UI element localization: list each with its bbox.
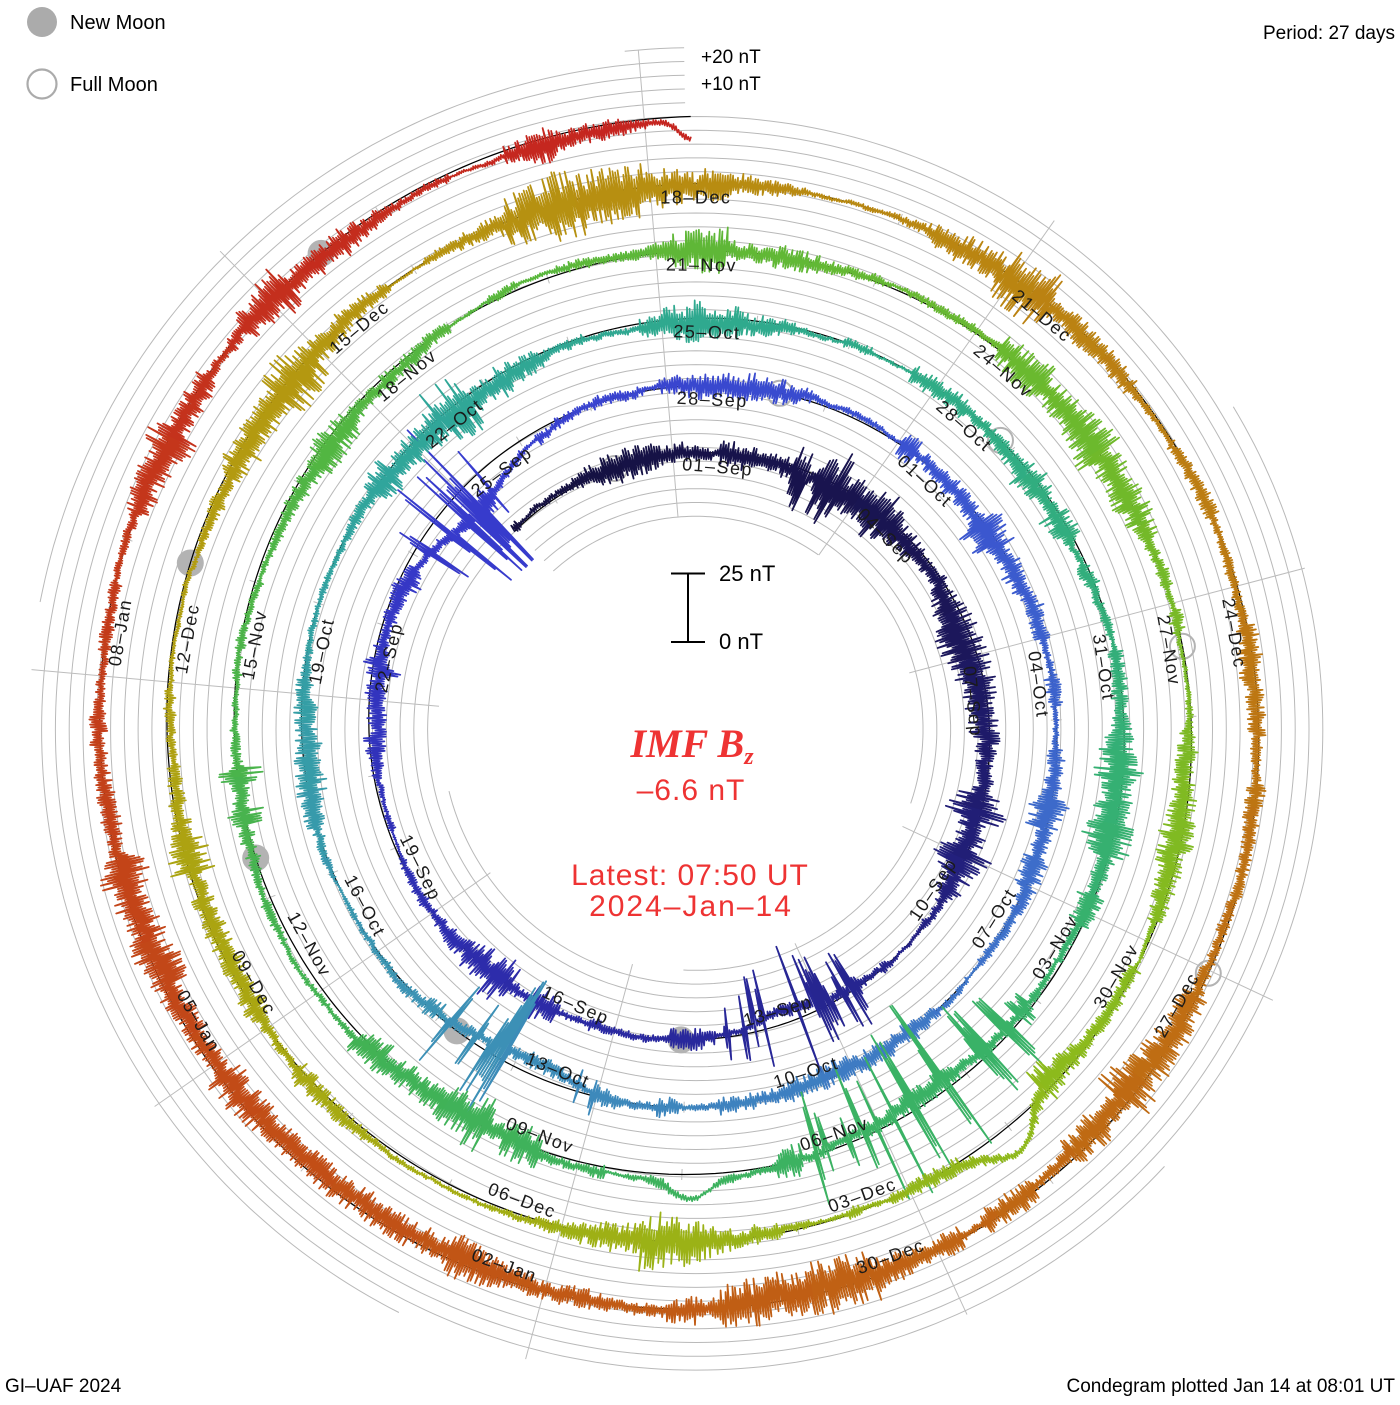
svg-text:0 nT: 0 nT bbox=[719, 629, 763, 654]
svg-text:18–Dec: 18–Dec bbox=[660, 188, 731, 208]
svg-text:GI–UAF 2024: GI–UAF 2024 bbox=[5, 1376, 122, 1397]
svg-text:+20 nT: +20 nT bbox=[701, 47, 761, 68]
svg-text:28–Sep: 28–Sep bbox=[676, 388, 748, 411]
svg-text:25 nT: 25 nT bbox=[719, 561, 775, 586]
svg-text:Full Moon: Full Moon bbox=[70, 74, 158, 96]
svg-text:Condegram plotted Jan 14 at 08: Condegram plotted Jan 14 at 08:01 UT bbox=[1067, 1376, 1396, 1397]
svg-text:–6.6 nT: –6.6 nT bbox=[637, 774, 746, 807]
svg-text:21–Nov: 21–Nov bbox=[666, 254, 737, 275]
svg-text:Latest: 07:50 UT: Latest: 07:50 UT bbox=[571, 859, 809, 892]
svg-text:New Moon: New Moon bbox=[70, 12, 166, 34]
svg-text:IMF Bz: IMF Bz bbox=[629, 721, 754, 770]
svg-text:2024–Jan–14: 2024–Jan–14 bbox=[589, 890, 793, 923]
svg-text:+10 nT: +10 nT bbox=[701, 74, 761, 95]
svg-text:25–Oct: 25–Oct bbox=[673, 321, 741, 343]
svg-text:Period: 27 days: Period: 27 days bbox=[1263, 23, 1395, 44]
